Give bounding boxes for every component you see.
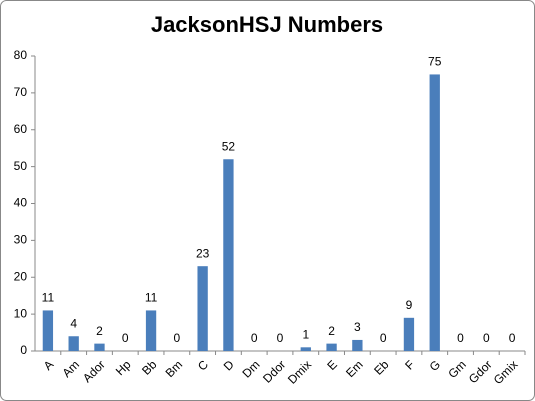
y-tick-label: 20 [14,269,28,283]
data-label: 75 [428,55,442,69]
data-label: 0 [483,331,490,345]
bar [403,317,415,351]
bar [300,347,311,351]
bar [223,159,234,351]
bar [68,336,79,351]
data-label: 0 [122,331,129,345]
bar [326,343,337,351]
bar [94,343,105,351]
data-label: 0 [380,331,387,345]
y-tick-label: 70 [14,85,28,99]
data-label: 4 [70,316,77,330]
bar [429,74,440,351]
y-tick-label: 80 [14,48,28,62]
data-label: 2 [96,324,103,338]
data-label: 0 [509,331,516,345]
data-label: 0 [251,331,258,345]
y-tick-label: 10 [14,306,28,320]
bar [145,310,157,351]
chart-title: JacksonHSJ Numbers [151,12,383,37]
data-label: 0 [457,331,464,345]
y-tick-label: 60 [14,122,28,136]
bar [42,310,54,351]
data-label: 2 [328,324,335,338]
data-label: 0 [277,331,284,345]
data-label: 3 [354,320,361,334]
data-label: 23 [196,246,210,260]
y-tick-label: 50 [14,159,28,173]
data-label: 11 [145,291,158,305]
y-tick-label: 30 [14,233,28,247]
data-label: 0 [173,331,180,345]
data-label: 11 [42,291,55,305]
y-tick-label: 40 [14,196,28,210]
data-label: 1 [302,327,309,341]
bar [197,266,208,351]
bar [352,339,363,351]
data-label: 9 [406,298,413,312]
data-label: 52 [222,139,236,153]
y-tick-label: 0 [20,343,27,357]
